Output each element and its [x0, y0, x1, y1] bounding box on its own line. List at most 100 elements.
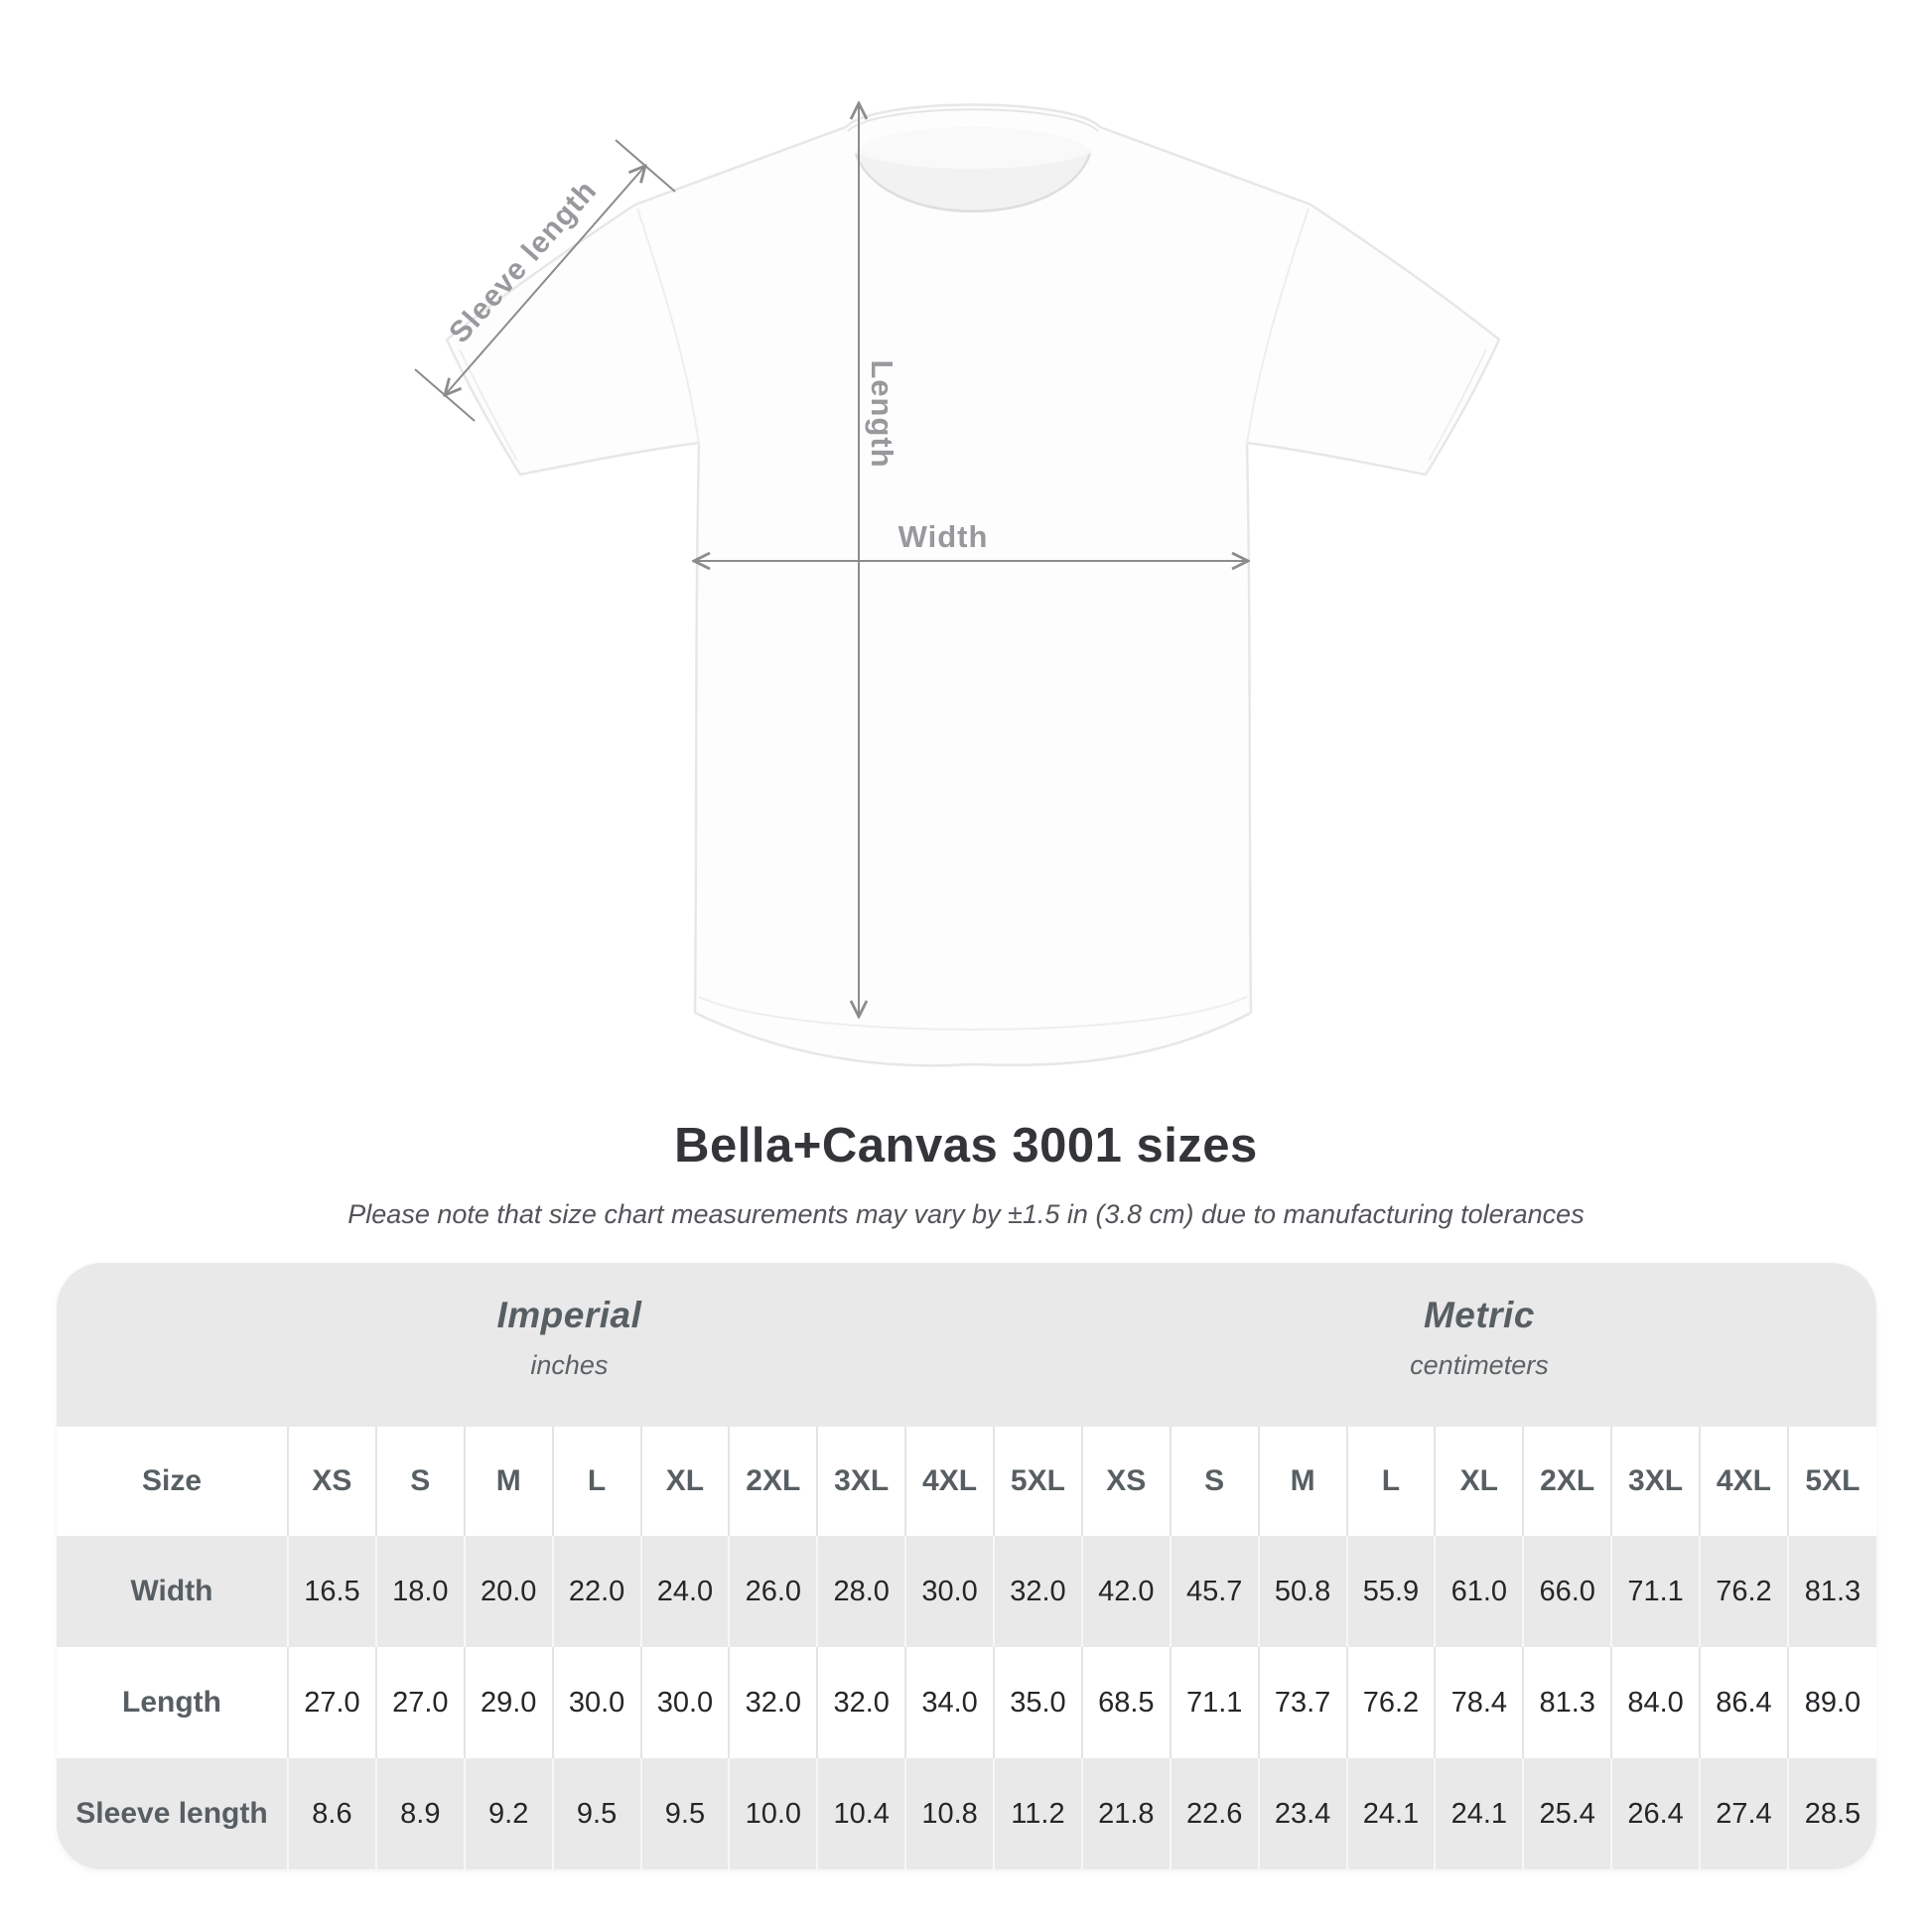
- size-header-cell-imperial-3xl: 3XL: [816, 1427, 906, 1536]
- width-value-cell: 61.0: [1434, 1536, 1524, 1647]
- page-subtitle: Please note that size chart measurements…: [347, 1199, 1585, 1229]
- size-header-cell-metric-xs: XS: [1080, 1427, 1171, 1536]
- tshirt-right-sleeve-seam: [1246, 207, 1310, 446]
- width-value-cell: 76.2: [1699, 1536, 1788, 1647]
- width-label: Width: [898, 519, 989, 554]
- length-value-cell: 81.3: [1522, 1647, 1612, 1758]
- length-value-cell: 71.1: [1169, 1647, 1259, 1758]
- size-header-cell-imperial-5xl: 5XL: [993, 1427, 1082, 1536]
- sleeve-length-tick-bottom: [414, 368, 476, 422]
- tshirt-neck-shadow: [854, 153, 1092, 212]
- tshirt-measurement-diagram: Width Length Sleeve length: [414, 0, 1501, 1067]
- length-value-cell: 76.2: [1345, 1647, 1436, 1758]
- width-value-cell: 66.0: [1522, 1536, 1612, 1647]
- size-header-cell-metric-s: S: [1169, 1427, 1259, 1536]
- size-header-row: Size XS S M L XL 2XL 3XL 4XL 5XL XS S M …: [57, 1427, 1876, 1536]
- sleeve-value-cell: 24.1: [1345, 1758, 1436, 1869]
- unit-group-imperial: Imperial inches: [57, 1263, 1082, 1427]
- row-label-length: Length: [122, 1686, 221, 1719]
- length-value-cell: 32.0: [816, 1647, 906, 1758]
- length-value-cell: 68.5: [1080, 1647, 1171, 1758]
- metric-unit: centimeters: [1410, 1350, 1549, 1380]
- sleeve-value-cell: 25.4: [1522, 1758, 1612, 1869]
- length-value-cell: 29.0: [463, 1647, 553, 1758]
- length-value-cell: 32.0: [728, 1647, 818, 1758]
- table-row-length: Length 27.0 27.0 29.0 30.0 30.0 32.0 32.…: [57, 1647, 1876, 1758]
- sleeve-value-cell: 8.9: [374, 1758, 465, 1869]
- size-header-cell-metric-xl: XL: [1434, 1427, 1524, 1536]
- table-row-width: Width 16.5 18.0 20.0 22.0 24.0 26.0 28.0…: [57, 1536, 1876, 1647]
- width-value-cell: 71.1: [1610, 1536, 1700, 1647]
- width-value-cell: 45.7: [1169, 1536, 1259, 1647]
- sleeve-value-cell: 9.5: [551, 1758, 641, 1869]
- width-value-cell: 28.0: [816, 1536, 906, 1647]
- width-value-cell: 20.0: [463, 1536, 553, 1647]
- row-label-sleeve-length: Sleeve length: [75, 1797, 268, 1830]
- table-row-sleeve-length: Sleeve length 8.6 8.9 9.2 9.5 9.5 10.0 1…: [57, 1758, 1876, 1869]
- size-header-cell-imperial-l: L: [551, 1427, 641, 1536]
- length-value-cell: 86.4: [1699, 1647, 1788, 1758]
- sleeve-value-cell: 8.6: [287, 1758, 376, 1869]
- length-label: Length: [865, 359, 899, 468]
- size-col-header: Size: [141, 1464, 203, 1497]
- length-value-cell: 30.0: [551, 1647, 641, 1758]
- size-header-cell-metric-2xl: 2XL: [1522, 1427, 1612, 1536]
- sleeve-value-cell: 22.6: [1169, 1758, 1259, 1869]
- length-value-cell: 89.0: [1786, 1647, 1876, 1758]
- size-header-cell-metric-m: M: [1257, 1427, 1347, 1536]
- width-value-cell: 16.5: [287, 1536, 376, 1647]
- sleeve-value-cell: 26.4: [1610, 1758, 1700, 1869]
- size-table: Imperial inches Metric centimeters Size …: [57, 1263, 1876, 1869]
- row-label-width: Width: [130, 1575, 213, 1607]
- length-value-cell: 27.0: [374, 1647, 465, 1758]
- length-value-cell: 27.0: [287, 1647, 376, 1758]
- sleeve-value-cell: 10.8: [904, 1758, 994, 1869]
- size-header-cell-imperial-s: S: [374, 1427, 465, 1536]
- width-value-cell: 22.0: [551, 1536, 641, 1647]
- imperial-unit: inches: [530, 1350, 609, 1380]
- imperial-label: Imperial: [496, 1295, 642, 1335]
- width-value-cell: 32.0: [993, 1536, 1082, 1647]
- sleeve-length-tick-top: [615, 139, 676, 193]
- length-value-cell: 35.0: [993, 1647, 1082, 1758]
- sleeve-length-arrow: [445, 166, 645, 395]
- sleeve-value-cell: 21.8: [1080, 1758, 1171, 1869]
- size-header-cell-imperial-4xl: 4XL: [904, 1427, 994, 1536]
- length-value-cell: 73.7: [1257, 1647, 1347, 1758]
- sleeve-value-cell: 11.2: [993, 1758, 1082, 1869]
- size-header-cell-metric-3xl: 3XL: [1610, 1427, 1700, 1536]
- sleeve-value-cell: 9.5: [639, 1758, 730, 1869]
- tshirt-neck-inside-back: [854, 127, 1092, 169]
- size-header-cell-imperial-xl: XL: [639, 1427, 730, 1536]
- unit-group-row: Imperial inches Metric centimeters: [57, 1263, 1876, 1427]
- width-value-cell: 55.9: [1345, 1536, 1436, 1647]
- size-header-cell-imperial-xs: XS: [287, 1427, 376, 1536]
- page-title: Bella+Canvas 3001 sizes: [674, 1119, 1258, 1173]
- size-header-cell-imperial-2xl: 2XL: [728, 1427, 818, 1536]
- width-value-cell: 42.0: [1080, 1536, 1171, 1647]
- tshirt-left-sleeve-seam: [636, 207, 700, 446]
- metric-label: Metric: [1423, 1295, 1535, 1335]
- tshirt-right-cuff-seam: [1428, 348, 1487, 462]
- size-header-cell-metric-5xl: 5XL: [1786, 1427, 1876, 1536]
- sleeve-value-cell: 24.1: [1434, 1758, 1524, 1869]
- length-value-cell: 78.4: [1434, 1647, 1524, 1758]
- sleeve-value-cell: 9.2: [463, 1758, 553, 1869]
- tshirt-body: [445, 103, 1501, 1067]
- unit-group-metric: Metric centimeters: [1082, 1263, 1876, 1427]
- width-value-cell: 50.8: [1257, 1536, 1347, 1647]
- size-header-cell-metric-4xl: 4XL: [1699, 1427, 1788, 1536]
- sleeve-value-cell: 23.4: [1257, 1758, 1347, 1869]
- size-chart: Imperial inches Metric centimeters Size …: [57, 1263, 1876, 1869]
- width-value-cell: 30.0: [904, 1536, 994, 1647]
- width-value-cell: 24.0: [639, 1536, 730, 1647]
- length-value-cell: 34.0: [904, 1647, 994, 1758]
- length-value-cell: 30.0: [639, 1647, 730, 1758]
- title-block: Bella+Canvas 3001 sizes Please note that…: [0, 1118, 1932, 1230]
- sleeve-value-cell: 28.5: [1786, 1758, 1876, 1869]
- sleeve-value-cell: 27.4: [1699, 1758, 1788, 1869]
- sleeve-value-cell: 10.4: [816, 1758, 906, 1869]
- width-value-cell: 81.3: [1786, 1536, 1876, 1647]
- size-header-cell-metric-l: L: [1345, 1427, 1436, 1536]
- tshirt-hem-seam: [698, 996, 1248, 1031]
